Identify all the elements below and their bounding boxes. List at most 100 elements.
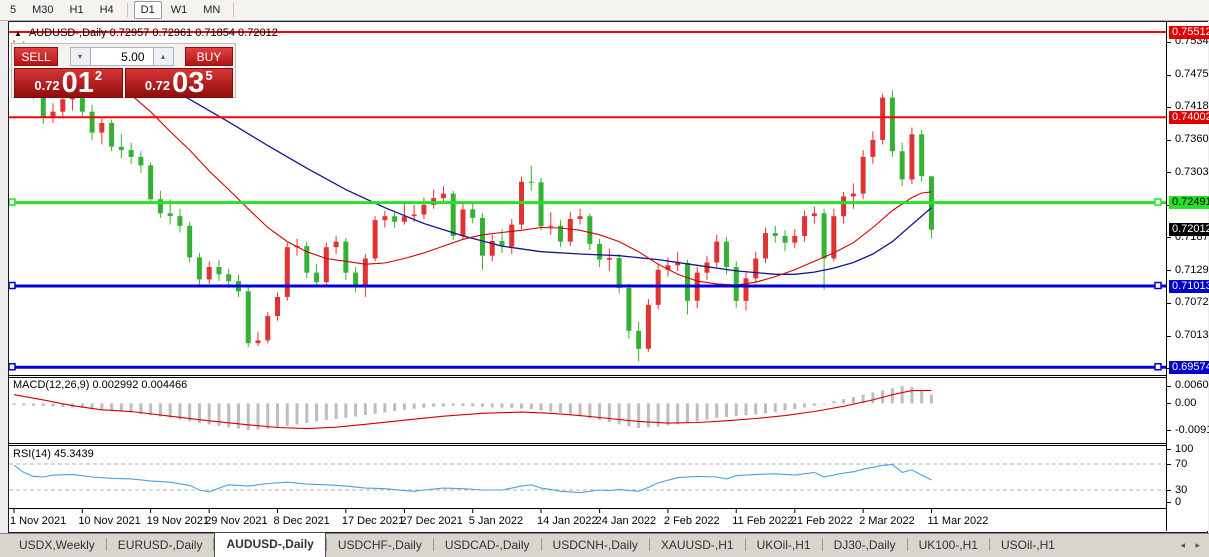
macd-bar [217,403,221,426]
macd-bar [773,403,777,413]
macd-bar [422,403,426,408]
candle [909,127,915,184]
macd-bar [363,403,367,416]
chart-tab[interactable]: DJ30-,Daily [833,538,896,552]
macd-tick-label: 0.006004 [1175,379,1209,392]
chart-tab[interactable]: USDCNH-,Daily [552,538,638,552]
timeframe-button-d1[interactable]: D1 [133,1,162,19]
level-price-badge: 0.74002 [1169,110,1209,124]
macd-bar [520,403,524,409]
candle [870,131,876,164]
timeframe-button-mn[interactable]: MN [203,4,221,16]
candle [743,272,749,311]
date-label: 5 Jan 2022 [469,515,523,527]
macd-bar [12,403,16,406]
buy-price-sup: 5 [205,68,213,83]
chart-tab[interactable]: EURUSD-,Daily [117,538,203,552]
chart-tab[interactable]: USOil-,H1 [1000,538,1055,552]
chart-tab[interactable]: USDX,Weekly [19,538,95,552]
panel-collapse-icon[interactable]: ▲ [14,28,22,38]
candle [187,221,193,263]
price-tick-label: 0.74755 [1175,68,1209,81]
chart-tab[interactable]: USDCAD-,Daily [444,538,530,552]
chart-tabs-bar: USDX,Weekly EURUSD-,Daily AUDUSD-,Daily USD… [0,532,1209,557]
macd-bar [461,403,465,406]
macd-bar [822,403,826,405]
chart-title: ▲ AUDUSD-,Daily 0.72957 0.72961 0.71854 … [14,27,278,39]
macd-bar [129,403,133,413]
macd-bar [724,403,728,417]
macd-bar [227,403,231,428]
sell-price-button[interactable]: 0.72 01 2 [14,68,123,98]
macd-bar [119,403,123,412]
candle [811,206,817,224]
timeframe-button-h4[interactable]: H4 [99,4,114,16]
line-drag-handle[interactable] [9,363,16,371]
chart-window: 1 Nov 2021 10 Nov 2021 19 Nov 2021 29 Nov 2… [8,21,1209,533]
macd-bar [295,403,299,425]
candle [860,150,866,200]
buy-button[interactable]: BUY [185,47,233,66]
axis-tick [1167,430,1171,432]
down-arrow-icon: ▾ [77,52,82,61]
macd-bar [80,403,84,408]
tab-scroll-arrows[interactable]: ◂ ▸ [1180,540,1204,550]
macd-bar [627,403,631,427]
candle [60,94,66,119]
axis-tick [1167,139,1171,141]
chart-tab[interactable]: USDCHF-,Daily [337,538,422,552]
candle [314,264,320,287]
level-price-badge: 0.72491 [1169,196,1209,210]
macd-bar [832,401,836,404]
chart-tab[interactable]: UK100-,H1 [918,538,978,552]
last-price-badge: 0.72012 [1169,223,1209,237]
candle [919,129,925,182]
candle [440,186,446,204]
macd-bar [529,403,533,410]
macd-bar [871,392,875,404]
macd-bar [754,403,758,415]
line-drag-handle[interactable] [1154,281,1162,290]
line-drag-handle[interactable] [9,281,16,290]
volume-increase-button[interactable]: ▴ [152,47,174,66]
candle [343,238,349,280]
timeframe-button-h1[interactable]: H1 [69,4,84,16]
chart-tab[interactable]: UKOil-,H1 [756,538,811,552]
line-drag-handle[interactable] [1154,363,1162,371]
tab-separator [213,538,215,551]
tab-separator [648,538,650,551]
candle [782,230,788,252]
macd-bar [168,403,172,418]
candle [802,210,808,242]
macd-bar [22,403,26,406]
macd-bar [568,403,572,415]
axis-tick [1167,502,1171,503]
rsi-tick-label: 30 [1175,483,1188,496]
volume-input[interactable] [90,47,153,66]
chart-tab[interactable]: XAUUSD-,H1 [660,538,734,552]
timeframe-button-5[interactable]: 5 [10,4,17,16]
candle [587,213,593,250]
sell-button[interactable]: SELL [14,47,58,66]
line-drag-handle[interactable] [9,198,16,206]
timeframe-button-m30[interactable]: M30 [32,4,54,16]
date-label: 11 Feb 2022 [732,515,793,527]
date-label: 2 Mar 2022 [859,515,915,527]
timeframe-button-w1[interactable]: W1 [170,4,188,16]
candle [704,255,710,280]
candle [128,142,134,165]
macd-bar [178,403,182,420]
macd-bar [890,388,894,404]
candle [148,162,154,204]
macd-bar [139,403,143,414]
buy-price-button[interactable]: 0.72 03 5 [124,68,233,98]
level-price-badge: 0.75512 [1169,25,1209,39]
macd-bar [61,403,65,407]
candle [109,119,115,152]
volume-decrease-button[interactable]: ▾ [69,47,91,66]
chart-tab[interactable]: AUDUSD-,Daily [214,532,326,557]
buy-price-prefix: 0.72 [144,78,171,93]
line-drag-handle[interactable] [1154,198,1162,206]
